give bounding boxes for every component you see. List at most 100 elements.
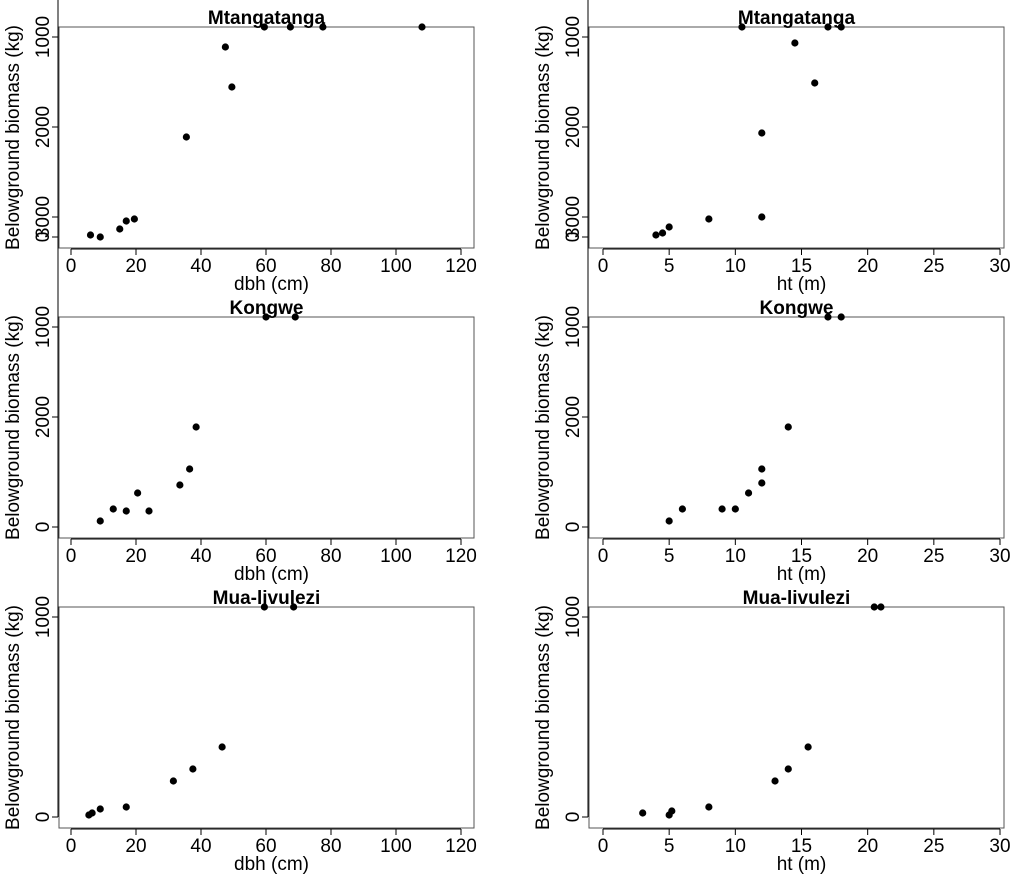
data-point [192,423,200,431]
data-point [169,777,177,785]
data-point [86,231,95,239]
x-tick-label: 120 [445,836,477,857]
x-axis-label: dbh (cm) [234,854,309,875]
x-tick-label: 60 [255,256,276,277]
y-axis-label: Belowground biomass (kg) [533,605,554,830]
chart-title: Kongwe [760,298,834,319]
data-point [731,505,739,513]
data-point [96,805,104,813]
plot-frame [58,316,475,539]
y-axis-label: Belowground biomass (kg) [3,25,24,250]
data-point [96,233,104,241]
x-tick-label: 40 [190,836,211,857]
y-tick-label: 1000 [563,596,584,638]
x-tick-label: 120 [445,256,477,277]
data-point [260,603,268,611]
x-tick-label: 20 [857,546,878,567]
x-tick-label: 30 [989,256,1010,277]
x-tick-label: 30 [989,546,1010,567]
data-point [652,231,660,239]
data-point [182,133,190,141]
data-point [678,505,687,513]
x-tick-label: 120 [445,546,477,567]
x-tick-label: 0 [598,256,609,277]
data-point [291,313,299,321]
x-tick-label: 25 [923,836,944,857]
y-tick-label: 1000 [563,16,584,58]
x-tick-label: 80 [320,546,341,567]
data-point [744,489,753,497]
x-tick-label: 40 [190,256,211,277]
x-tick-label: 80 [320,836,341,857]
x-tick-label: 20 [125,836,146,857]
plot-frame [58,606,475,829]
y-tick-label: 0 [563,522,584,533]
x-axis-label: ht (m) [777,854,827,875]
data-point [96,517,104,525]
data-point [319,23,327,31]
y-tick-label: 0 [563,232,584,243]
x-tick-label: 20 [125,256,146,277]
x-tick-label: 60 [255,546,276,567]
x-tick-label: 5 [664,836,675,857]
x-tick-label: 0 [66,836,77,857]
data-point [665,517,673,525]
plot-frame [588,606,1005,829]
data-point [109,505,117,513]
x-tick-label: 15 [791,546,812,567]
x-tick-label: 100 [380,546,412,567]
data-point [791,39,799,47]
y-tick-label: 1000 [33,16,54,58]
data-point [758,479,766,487]
x-tick-label: 20 [857,836,878,857]
plot-frame [58,26,475,249]
x-tick-label: 100 [380,836,412,857]
x-tick-label: 5 [664,256,675,277]
chart-title: Kongwe [230,298,304,319]
y-tick-label: 2000 [563,396,584,438]
y-tick-label: 0 [563,812,584,823]
x-tick-label: 15 [791,836,812,857]
x-axis-label: ht (m) [777,274,827,295]
data-point [286,23,294,31]
plot-frame [588,316,1005,539]
x-tick-label: 0 [598,546,609,567]
data-point [784,423,792,431]
x-tick-label: 10 [725,836,746,857]
y-tick-label: 1000 [33,596,54,638]
data-point [228,83,236,91]
data-point [758,213,766,221]
chart-panel-2: Mtangatanga 0 5 10 15 20 25 30 ht (m) 0 1000 2000 30… [533,0,1011,295]
data-point [260,23,268,31]
data-point [134,489,142,497]
data-point [639,809,647,817]
x-axis-label: ht (m) [777,564,827,585]
data-point [290,603,298,611]
data-point [658,229,667,237]
data-point [877,603,885,611]
x-tick-label: 60 [255,836,276,857]
x-tick-label: 5 [664,546,675,567]
y-tick-label: 1000 [563,306,584,348]
data-point [758,129,766,137]
x-tick-label: 0 [66,256,77,277]
x-tick-label: 100 [380,256,412,277]
y-tick-label: 2000 [33,106,54,148]
data-point [221,43,229,51]
x-axis-label: dbh (cm) [234,564,309,585]
data-point [130,215,138,223]
data-point [771,777,779,785]
x-tick-label: 20 [125,546,146,567]
data-point [122,803,130,811]
y-tick-label: 2000 [563,106,584,148]
data-point [758,465,766,473]
data-point [116,225,124,233]
data-point [870,603,878,611]
chart-title: Mua-livulezi [743,588,851,609]
x-tick-label: 0 [598,836,609,857]
x-axis-label: dbh (cm) [234,274,309,295]
data-point [837,23,845,31]
